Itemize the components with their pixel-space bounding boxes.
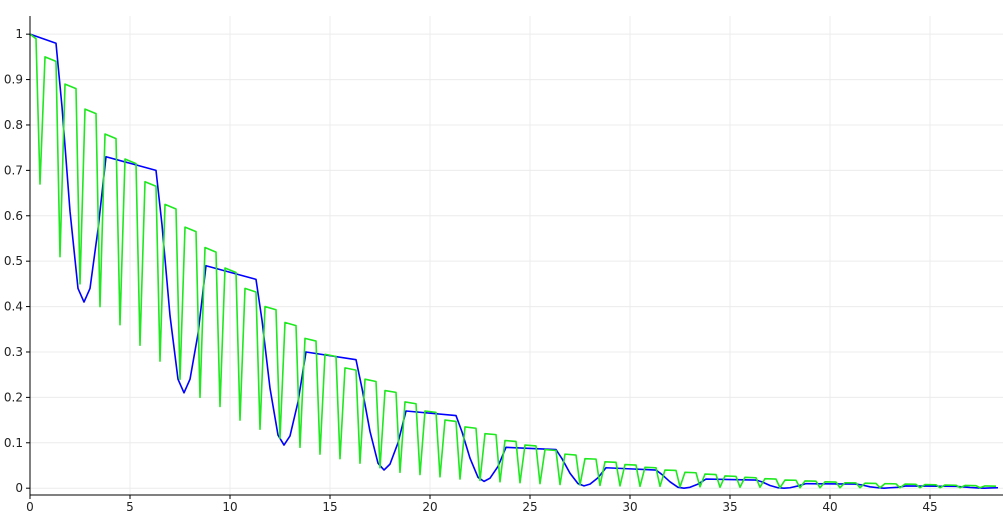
grid <box>29 16 1003 495</box>
y-tick-label: 0.5 <box>4 254 23 268</box>
x-tick-label: 25 <box>522 500 537 514</box>
x-tick-label: 0 <box>26 500 34 514</box>
series-line <box>29 33 997 489</box>
y-tick-label: 0.1 <box>4 436 23 450</box>
y-tick-label: 0.3 <box>4 345 23 359</box>
y-tick-label: 0.4 <box>4 300 23 314</box>
y-tick-label: 0.8 <box>4 118 23 132</box>
x-tick-label: 45 <box>922 500 937 514</box>
y-tick-label: 1 <box>15 27 23 41</box>
plot-area <box>29 33 999 489</box>
y-tick-label: 0.2 <box>4 390 23 404</box>
y-tick-label: 0.6 <box>4 209 23 223</box>
y-tick-label: 0 <box>15 481 23 495</box>
series-line <box>29 33 999 489</box>
x-tick-label: 5 <box>126 500 134 514</box>
x-tick-label: 10 <box>222 500 237 514</box>
x-tick-label: 20 <box>422 500 437 514</box>
y-tick-label: 0.7 <box>4 163 23 177</box>
x-tick-label: 30 <box>622 500 637 514</box>
y-tick-label: 0.9 <box>4 73 23 87</box>
x-tick-label: 35 <box>722 500 737 514</box>
x-tick-label: 40 <box>822 500 837 514</box>
x-tick-label: 15 <box>322 500 337 514</box>
